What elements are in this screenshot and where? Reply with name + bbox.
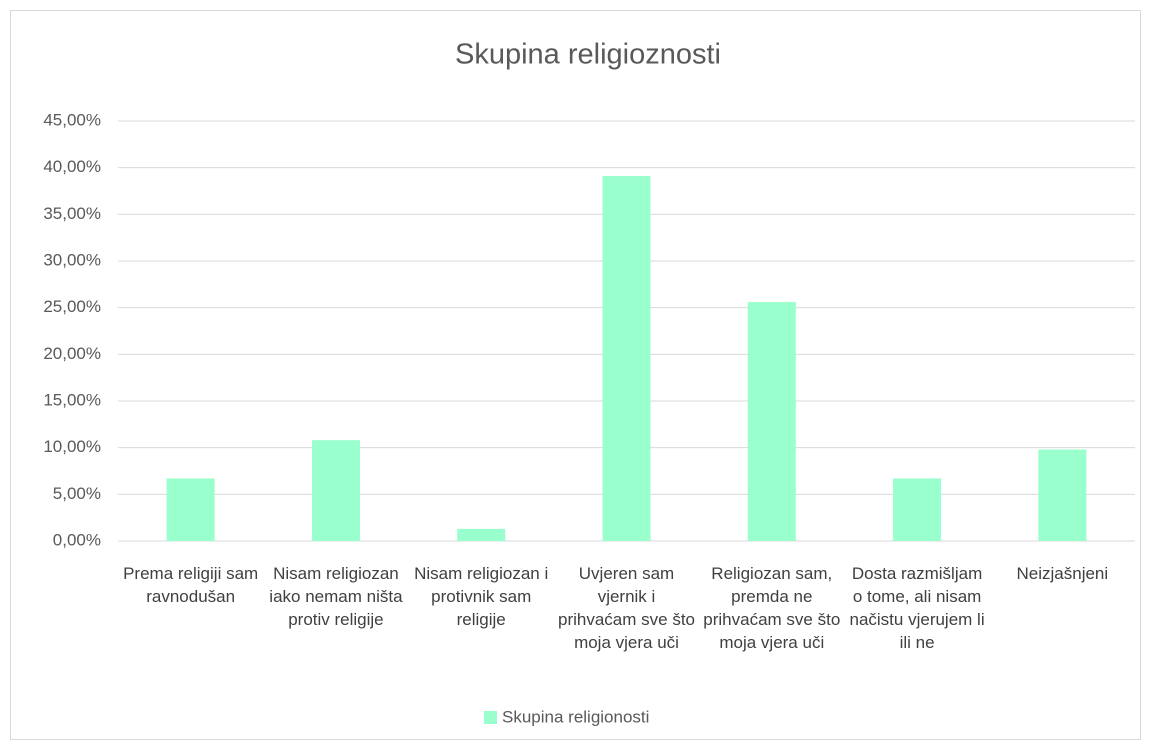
x-tick-label: Uvjeren sam vjernik i prihvaćam sve što … (558, 564, 695, 652)
y-tick-label: 35,00% (43, 204, 101, 223)
bar (893, 478, 942, 541)
legend-label: Skupina religionosti (502, 707, 649, 726)
y-tick-label: 45,00% (43, 110, 101, 129)
bar (747, 302, 796, 541)
x-tick-label: Nisam religiozan i protivnik sam religij… (414, 564, 549, 629)
x-tick-label: Neizjašnjeni (1016, 564, 1109, 583)
y-tick-label: 5,00% (53, 484, 101, 503)
bar (311, 440, 360, 541)
legend-swatch (484, 711, 497, 724)
chart-border (10, 10, 1141, 740)
y-tick-label: 30,00% (43, 250, 101, 269)
y-tick-label: 20,00% (43, 344, 101, 363)
bar (166, 478, 215, 541)
y-tick-label: 40,00% (43, 157, 101, 176)
y-tick-label: 25,00% (43, 297, 101, 316)
y-tick-label: 0,00% (53, 530, 101, 549)
x-tick-label: Religiozan sam, premda ne prihvaćam sve … (703, 564, 841, 652)
chart-title: Skupina religioznosti (455, 39, 721, 71)
bar (602, 176, 651, 542)
y-tick-label: 10,00% (43, 437, 101, 456)
y-tick-label: 15,00% (43, 390, 101, 409)
bar (1038, 449, 1087, 541)
x-tick-label: Prema religiji sam ravnodušan (123, 564, 259, 606)
bar (457, 528, 506, 541)
x-tick-label: Dosta razmišljam o tome, ali nisam načis… (849, 564, 985, 652)
x-tick-label: Nisam religiozan iako nemam ništa protiv… (269, 564, 403, 629)
